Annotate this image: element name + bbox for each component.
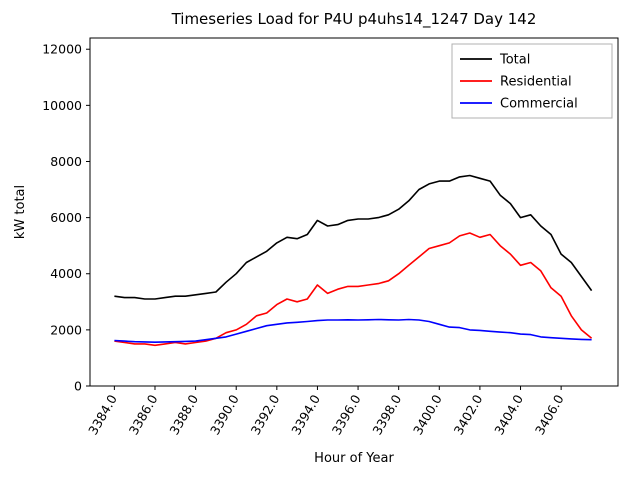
y-tick-label: 0 [74, 379, 82, 394]
x-tick-label: 3394.0 [288, 392, 323, 437]
legend-label-total: Total [499, 53, 530, 68]
x-tick-label: 3406.0 [532, 392, 567, 437]
y-tick-label: 6000 [50, 210, 82, 225]
chart-title: Timeseries Load for P4U p4uhs14_1247 Day… [171, 10, 537, 29]
x-axis-label: Hour of Year [314, 451, 394, 466]
x-tick-label: 3398.0 [369, 392, 404, 437]
y-axis-label: kW total [13, 185, 28, 239]
series-line-commercial [114, 318, 592, 344]
legend-label-commercial: Commercial [500, 97, 578, 112]
series-line-residential [114, 232, 593, 347]
x-tick-label: 3384.0 [85, 392, 120, 437]
x-tick-label: 3402.0 [451, 392, 486, 437]
legend-label-residential: Residential [500, 75, 572, 90]
y-tick-label: 12000 [42, 42, 82, 57]
series-lines [114, 174, 593, 347]
x-tick-label: 3386.0 [126, 392, 161, 437]
x-tick-label: 3404.0 [491, 392, 526, 437]
y-tick-label: 10000 [42, 98, 82, 113]
y-tick-label: 8000 [50, 154, 82, 169]
x-tick-label: 3388.0 [166, 392, 201, 437]
x-tick-label: 3390.0 [207, 392, 242, 437]
plot-border [89, 37, 619, 387]
series-line-total [114, 174, 593, 300]
y-tick-label: 4000 [50, 266, 82, 281]
x-tick-label: 3400.0 [410, 392, 445, 437]
x-tick-label: 3396.0 [329, 392, 364, 437]
legend: Total Residential Commercial [451, 43, 613, 119]
x-tick-label: 3392.0 [248, 392, 283, 437]
y-tick-label: 2000 [50, 322, 82, 337]
